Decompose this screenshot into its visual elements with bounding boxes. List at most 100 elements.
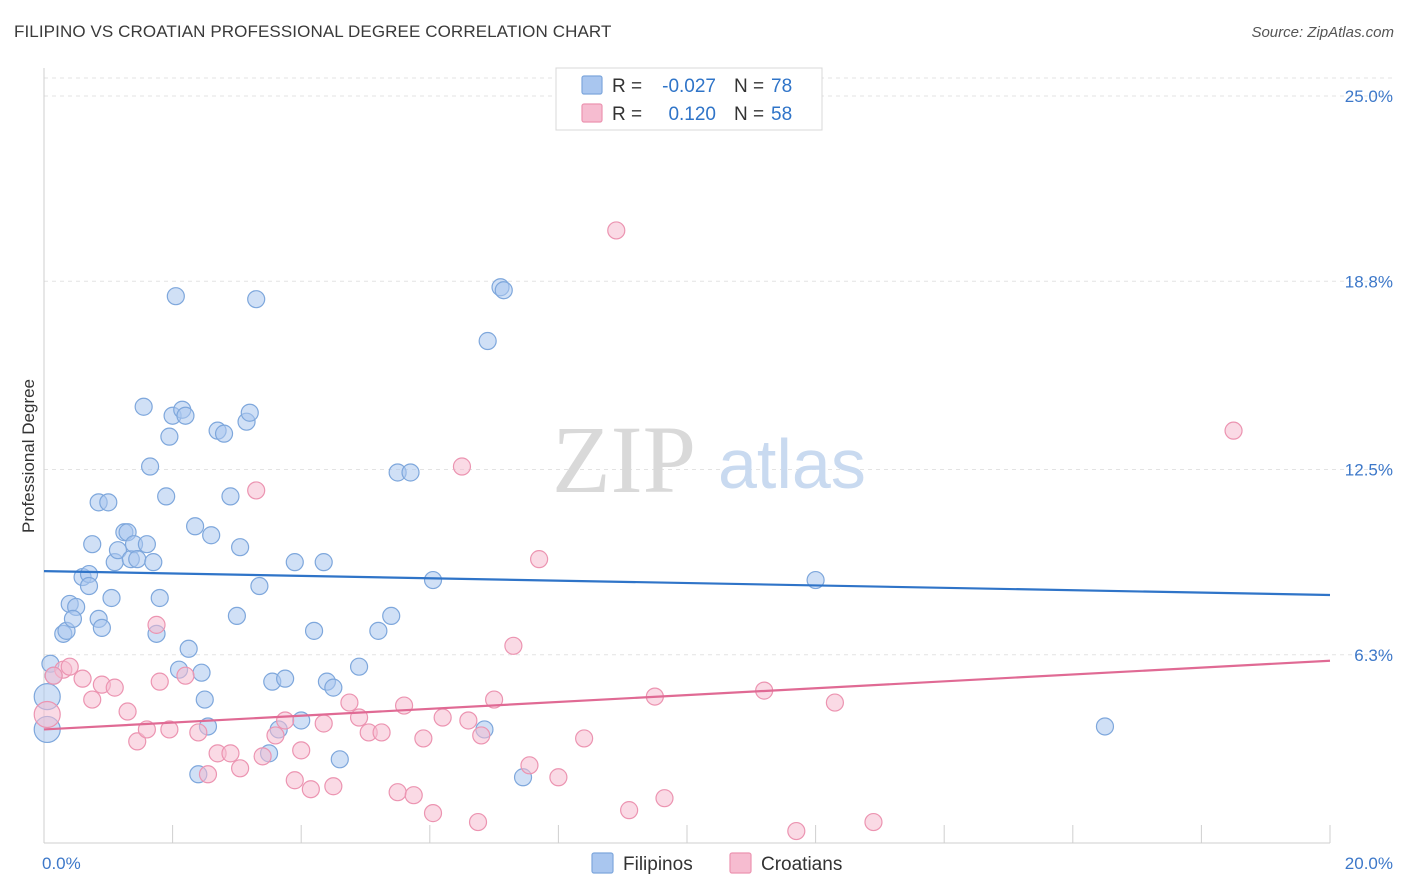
filipino-point — [157, 487, 176, 506]
legend-n-value-1: 58 — [771, 104, 792, 125]
croatian-point — [128, 732, 147, 751]
filipino-point — [401, 463, 420, 482]
filipino-point — [1095, 717, 1115, 736]
bottom-legend-swatch-filipinos — [591, 852, 614, 874]
croatian-point — [221, 744, 240, 763]
croatian-point — [231, 759, 250, 778]
filipino-point — [166, 287, 185, 306]
filipino-point — [144, 553, 163, 572]
croatian-point — [468, 812, 488, 832]
croatian-point — [452, 457, 472, 476]
bottom-legend: Filipinos Croatians — [591, 852, 842, 875]
chart-title: FILIPINO VS CROATIAN PROFESSIONAL DEGREE… — [14, 22, 612, 41]
croatian-point — [301, 780, 320, 799]
filipino-points — [33, 278, 1115, 787]
croatian-point — [247, 481, 266, 500]
croatian-point — [388, 783, 407, 802]
filipino-point — [186, 517, 205, 536]
filipino-point — [150, 588, 169, 608]
legend-n-label-1: N = — [734, 104, 764, 125]
croatian-point — [433, 708, 452, 727]
croatian-point — [520, 756, 539, 775]
croatian-point — [372, 723, 391, 742]
croatian-point — [83, 690, 102, 709]
croatian-point — [33, 700, 61, 729]
croatian-point — [324, 777, 343, 796]
croatian-point — [530, 550, 549, 569]
filipino-point — [304, 621, 324, 640]
croatian-point — [655, 789, 674, 808]
croatian-point — [485, 690, 504, 709]
filipino-point — [92, 618, 111, 637]
filipino-point — [79, 576, 99, 596]
filipino-point — [140, 457, 160, 476]
y-axis-title: Professional Degree — [19, 379, 38, 533]
watermark-zip: ZIP — [552, 406, 696, 513]
croatian-point — [147, 615, 166, 634]
y-tick-label-0: 6.3% — [1354, 646, 1393, 665]
croatian-point — [285, 771, 304, 790]
filipino-point — [227, 606, 246, 626]
croatian-point — [253, 747, 272, 766]
croatian-point — [198, 765, 218, 784]
filipino-point — [63, 609, 83, 629]
trend-lines — [43, 569, 1331, 731]
filipino-point — [137, 535, 156, 554]
filipino-point — [494, 281, 513, 300]
axes — [43, 68, 1331, 844]
croatian-point — [825, 693, 844, 712]
croatian-point — [472, 726, 491, 745]
legend-r-value-1: 0.120 — [668, 104, 716, 125]
filipino-point — [240, 403, 259, 422]
filipino-point — [176, 406, 195, 425]
croatian-point — [189, 723, 208, 742]
croatian-point — [423, 804, 443, 823]
watermark-atlas: atlas — [718, 425, 866, 503]
legend-n-value-0: 78 — [771, 76, 792, 97]
croatian-point — [459, 711, 478, 730]
bottom-legend-label-croatians: Croatians — [761, 854, 842, 875]
croatian-point — [314, 714, 333, 733]
croatian-point — [105, 678, 124, 697]
filipino-point — [250, 576, 269, 596]
croatian-point — [1224, 421, 1243, 440]
croatian-point — [266, 726, 285, 745]
filipino-point — [134, 397, 153, 416]
chart-source: Source: ZipAtlas.com — [1251, 24, 1394, 41]
croatian-point — [160, 720, 179, 739]
croatian-point — [504, 636, 523, 655]
filipino-point — [192, 663, 211, 682]
croatian-point — [73, 669, 92, 688]
filipino-point — [214, 424, 234, 443]
croatian-point — [60, 657, 79, 676]
y-tick-label-1: 12.5% — [1345, 461, 1393, 480]
filipino-point — [202, 526, 221, 545]
filipino-point — [330, 750, 349, 769]
croatian-point — [414, 729, 433, 748]
croatian-trend-line — [43, 659, 1331, 731]
filipino-point — [231, 538, 250, 557]
filipino-point — [382, 606, 401, 626]
filipino-point — [195, 690, 214, 709]
filipino-point — [314, 553, 333, 572]
tick-labels: 6.3% 12.5% 18.8% 25.0% 0.0% 20.0% — [42, 87, 1393, 873]
filipino-point — [179, 639, 198, 658]
bottom-legend-swatch-croatians — [729, 852, 752, 874]
croatian-point — [150, 672, 169, 691]
filipino-point — [478, 331, 497, 351]
y-tick-label-3: 25.0% — [1345, 87, 1393, 106]
croatian-point — [864, 812, 883, 832]
legend-r-label-0: R = — [612, 76, 642, 97]
filipino-point — [99, 493, 118, 512]
filipino-point — [108, 541, 128, 560]
bottom-legend-label-filipinos: Filipinos — [623, 854, 693, 875]
croatian-point — [404, 786, 423, 805]
legend-swatch-filipinos — [581, 75, 603, 95]
croatian-point — [340, 693, 359, 712]
croatian-point — [549, 768, 568, 787]
watermark: ZIP atlas — [552, 406, 866, 513]
croatian-point — [787, 821, 806, 841]
y-tick-label-2: 18.8% — [1345, 272, 1393, 291]
filipino-point — [83, 535, 102, 554]
